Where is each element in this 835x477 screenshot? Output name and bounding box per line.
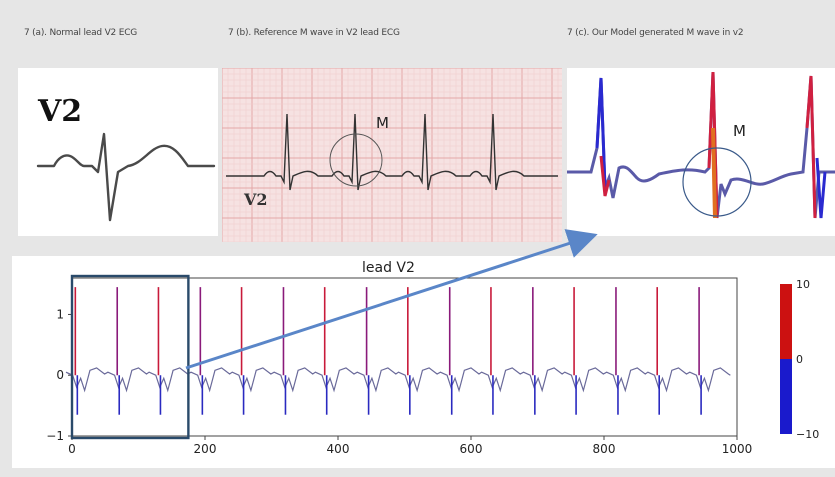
x-tick-label: 400 [327,442,350,456]
ecg-grid-paper [222,68,562,242]
generated-waveform [567,71,835,219]
x-tick-label: 200 [194,442,217,456]
m-wave-label-generated: M [733,122,746,140]
lead-v2-label-ref: V2 [244,190,268,209]
m-wave-label: M [376,114,389,132]
m-wave-circle [682,147,752,217]
caption-b: 7 (b). Reference M wave in V2 lead ECG [228,28,400,38]
y-tick-label: 0 [56,368,64,382]
colorbar-tick-label: −10 [796,428,819,441]
colorbar-low [780,359,792,434]
plot-title: lead V2 [362,260,415,276]
y-tick-label: −1 [46,429,64,443]
caption-c: 7 (c). Our Model generated M wave in v2 [567,28,744,38]
x-tick-label: 800 [593,442,616,456]
m-wave-circle-ref [329,133,383,187]
reference-ecg-trace [226,113,558,191]
plot-frame [71,277,738,437]
panel-reference-ecg: M V2 [222,68,562,242]
y-tick-label: 1 [56,307,64,321]
colorbar-high [780,284,792,359]
colorbar-tick-label: 10 [796,278,810,291]
colorbar-tick-label: 0 [796,353,803,366]
lead-v2-label: V2 [38,94,83,129]
x-tick-label: 1000 [722,442,753,456]
x-tick-label: 0 [68,442,76,456]
highlight-box [70,274,190,440]
x-tick-label: 600 [460,442,483,456]
normal-ecg-waveform [36,132,216,222]
panel-normal-v2: V2 [18,68,218,236]
baseline-trace [65,367,731,393]
panel-generated-m-wave: M [567,68,835,236]
caption-a: 7 (a). Normal lead V2 ECG [24,28,138,38]
panel-lead-v2-plot: lead V2 0 200 400 600 800 1000 1 0 −1 10 0 −10 [12,256,835,468]
